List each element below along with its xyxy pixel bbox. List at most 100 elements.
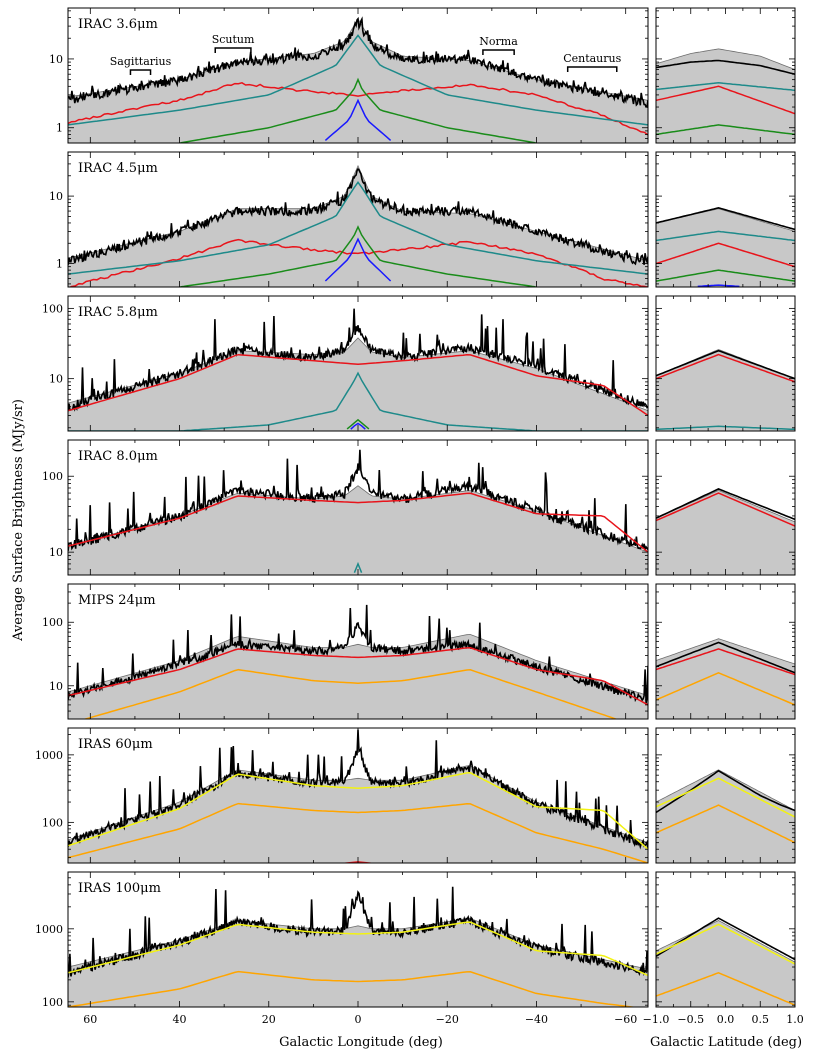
series-red-latitude [656,492,795,527]
series-model-latitude [656,769,795,811]
model-fill-latitude [656,490,795,575]
latitude-plot-area [656,638,795,719]
series-model-longitude [68,918,648,970]
y-tick-label: 10 [49,53,63,66]
y-tick-label: 10 [49,373,63,386]
panel-title: IRAS 60μm [78,737,153,752]
model-fill-longitude [68,485,648,575]
panel-title: IRAC 5.8μm [78,305,158,320]
panel-3: 10 100 IRAC 5.8μm [42,295,796,432]
series-model-longitude [68,634,648,696]
series-observed-latitude [656,641,795,674]
series-observed-longitude [68,16,648,109]
y-tick-label: 1000 [35,923,63,936]
series-orange-latitude [656,804,795,844]
x-tick-label-longitude: 20 [262,1013,276,1026]
y-tick-label: 100 [42,616,63,629]
series-yellow-longitude [68,772,648,850]
region-bracket [214,47,252,53]
series-teal-longitude [68,371,648,431]
model-fill-longitude [68,918,648,1007]
y-tick-label: 100 [42,470,63,483]
y-tick-label: 100 [42,996,63,1009]
panel-title: MIPS 24μm [78,593,156,608]
series-red-longitude [68,353,648,417]
series-observed-latitude [656,59,795,75]
x-tick-label-longitude: −60 [614,1013,637,1026]
series-green-longitude [346,418,370,430]
model-fill-latitude [656,48,795,143]
series-blue-longitude [324,98,392,141]
series-red-latitude [656,648,795,676]
series-green-longitude [180,225,536,287]
x-tick-label-latitude: −1.0 [643,1013,670,1026]
model-fill-latitude [656,920,795,1007]
series-red-latitude [656,353,795,383]
y-axis-label: Average Surface Brightness (MJy/sr) [11,399,26,642]
series-teal-longitude [68,34,648,126]
region-bracket [566,66,618,72]
series-observed-longitude [68,167,648,266]
series-orange-longitude [68,802,648,863]
series-green-latitude [656,269,795,282]
series-observed-latitude [656,769,795,814]
region-label: Sagittarius [110,55,172,68]
series-orange-longitude [82,668,618,719]
series-blue-latitude [697,284,740,287]
region-label: Norma [479,35,518,48]
longitude-plot-area [68,604,648,719]
model-fill-longitude [68,634,648,719]
model-fill-latitude [656,208,795,287]
longitude-plot-area [68,164,648,287]
x-tick-label-longitude: 40 [173,1013,187,1026]
panel-title: IRAC 8.0μm [78,449,158,464]
longitude-plot-area [68,308,648,431]
model-fill-longitude [68,337,648,431]
series-observed-latitude [656,206,795,231]
series-orange-longitude [68,970,639,1007]
series-teal-longitude [353,561,363,573]
series-red-longitude [68,492,648,553]
panel-4: 10 100 IRAC 8.0μm [42,439,796,576]
y-tick-label: 1 [56,258,63,271]
model-fill-latitude [656,769,795,863]
series-observed-longitude [68,449,648,552]
series-model-latitude [656,920,795,963]
series-teal-longitude [68,181,648,275]
y-tick-label: 1000 [35,749,63,762]
x-axis-label-longitude: Galactic Longitude (deg) [279,1035,443,1050]
x-tick-label-longitude: −20 [436,1013,459,1026]
y-tick-label: 10 [49,190,63,203]
series-yellow-latitude [656,777,795,818]
panel-2: 1 10 IRAC 4.5μm [49,151,796,288]
series-model-latitude [656,638,795,665]
y-tick-label: 10 [49,680,63,693]
series-observed-longitude [68,308,648,412]
series-orange-latitude [656,971,795,1006]
series-observed-latitude [656,488,795,521]
series-orange-latitude [656,671,795,706]
latitude-plot-area [656,206,795,287]
y-tick-label: 100 [42,816,63,829]
latitude-plot-area [656,917,795,1007]
latitude-plot-area [656,488,795,575]
y-tick-label: 100 [42,302,63,315]
series-blue-longitude [324,237,392,282]
x-tick-label-latitude: −0.5 [677,1013,704,1026]
series-teal-latitude [656,82,795,92]
x-tick-label-longitude: 0 [355,1013,362,1026]
series-model-latitude [656,48,795,70]
region-label: Centaurus [563,52,621,65]
model-fill-latitude [656,349,795,431]
series-blue-longitude [350,422,366,430]
x-tick-label-latitude: 0.0 [717,1013,735,1026]
latitude-plot-area [656,48,795,143]
series-red-longitude [68,647,648,706]
series-observed-longitude [68,604,648,704]
panel-title: IRAC 4.5μm [78,161,158,176]
panel-7: 100 1000 IRAS 100μm [35,871,796,1009]
series-observed-latitude [656,349,795,380]
region-bracket [129,69,152,75]
